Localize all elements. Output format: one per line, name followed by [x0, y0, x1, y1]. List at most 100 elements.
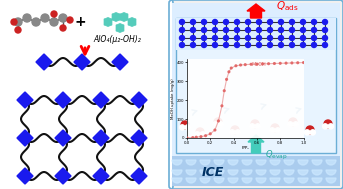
Wedge shape — [326, 160, 336, 165]
Wedge shape — [256, 160, 266, 165]
Polygon shape — [131, 168, 147, 184]
Wedge shape — [228, 160, 238, 165]
Polygon shape — [112, 12, 120, 22]
Wedge shape — [172, 178, 182, 183]
Circle shape — [271, 124, 279, 132]
Circle shape — [289, 118, 297, 126]
Point — [193, 136, 199, 139]
Point — [266, 62, 271, 65]
FancyBboxPatch shape — [172, 3, 340, 186]
Point — [238, 64, 243, 67]
Polygon shape — [131, 130, 147, 146]
Circle shape — [213, 19, 217, 25]
Circle shape — [300, 28, 306, 33]
Polygon shape — [93, 130, 109, 146]
Circle shape — [268, 19, 272, 25]
Point — [301, 61, 306, 64]
Circle shape — [251, 120, 259, 128]
FancyArrow shape — [248, 135, 264, 153]
Circle shape — [50, 18, 58, 26]
Wedge shape — [298, 160, 308, 165]
Text: MeOH: MeOH — [251, 62, 266, 67]
Circle shape — [322, 19, 328, 25]
Circle shape — [300, 19, 306, 25]
Circle shape — [201, 28, 206, 33]
Point — [260, 62, 265, 65]
Wedge shape — [298, 170, 308, 175]
Circle shape — [270, 128, 275, 133]
Point — [216, 119, 221, 122]
Polygon shape — [116, 23, 124, 33]
Circle shape — [51, 11, 57, 17]
Circle shape — [213, 122, 218, 127]
Circle shape — [322, 43, 328, 47]
Circle shape — [268, 36, 272, 40]
Polygon shape — [17, 130, 33, 146]
Wedge shape — [172, 160, 182, 165]
Circle shape — [181, 121, 189, 129]
Circle shape — [293, 122, 298, 127]
Wedge shape — [256, 178, 266, 183]
Circle shape — [190, 43, 196, 47]
Point — [212, 129, 218, 132]
Wedge shape — [242, 170, 252, 175]
Circle shape — [214, 118, 222, 126]
Point — [248, 63, 254, 66]
Circle shape — [279, 43, 284, 47]
Point — [228, 67, 234, 70]
Circle shape — [224, 28, 228, 33]
Circle shape — [201, 43, 206, 47]
Wedge shape — [284, 160, 294, 165]
Wedge shape — [186, 178, 196, 183]
Circle shape — [289, 43, 295, 47]
FancyBboxPatch shape — [176, 18, 336, 153]
Wedge shape — [214, 170, 224, 175]
Wedge shape — [214, 160, 224, 165]
Circle shape — [213, 36, 217, 40]
Circle shape — [255, 124, 260, 129]
Polygon shape — [104, 18, 112, 26]
Point — [233, 64, 239, 67]
Circle shape — [190, 28, 196, 33]
Wedge shape — [214, 178, 224, 183]
Point — [289, 61, 295, 64]
Circle shape — [201, 36, 206, 40]
Point — [243, 63, 248, 66]
Circle shape — [246, 28, 250, 33]
Wedge shape — [270, 170, 280, 175]
Polygon shape — [93, 168, 109, 184]
Circle shape — [324, 120, 332, 128]
Circle shape — [268, 28, 272, 33]
Wedge shape — [312, 170, 322, 175]
Circle shape — [235, 19, 239, 25]
Circle shape — [257, 43, 261, 47]
Circle shape — [180, 125, 185, 130]
Circle shape — [235, 36, 239, 40]
Circle shape — [287, 122, 293, 127]
Circle shape — [311, 36, 317, 40]
Circle shape — [235, 28, 239, 33]
Circle shape — [41, 14, 49, 22]
Polygon shape — [74, 54, 90, 70]
Point — [198, 135, 204, 138]
Polygon shape — [55, 168, 71, 184]
Circle shape — [224, 19, 228, 25]
Point — [226, 70, 232, 73]
Point — [184, 136, 190, 139]
Polygon shape — [17, 92, 33, 108]
Point — [222, 89, 227, 92]
Wedge shape — [186, 160, 196, 165]
Wedge shape — [298, 178, 308, 183]
Polygon shape — [112, 54, 128, 70]
Circle shape — [279, 19, 284, 25]
Polygon shape — [36, 54, 52, 70]
Circle shape — [279, 28, 284, 33]
Circle shape — [60, 25, 66, 31]
Circle shape — [322, 28, 328, 33]
Circle shape — [246, 19, 250, 25]
Point — [272, 62, 277, 65]
Circle shape — [279, 36, 284, 40]
Point — [283, 62, 289, 65]
Wedge shape — [312, 160, 322, 165]
Wedge shape — [284, 178, 294, 183]
